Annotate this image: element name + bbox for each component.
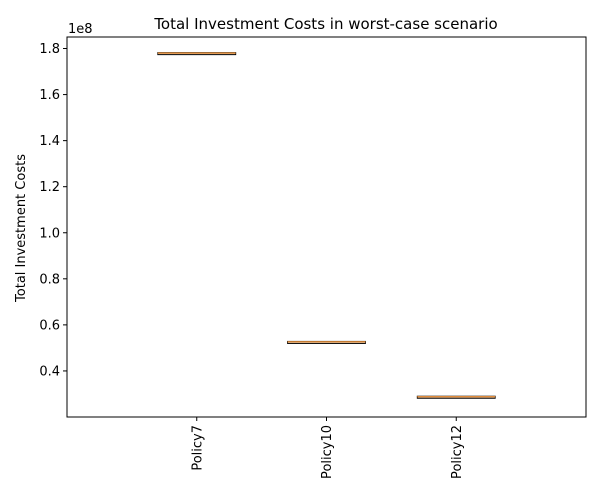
y-tick-label: 0.6 (39, 318, 60, 333)
y-tick-label: 1.2 (39, 180, 60, 195)
y-tick-label: 0.8 (39, 272, 60, 287)
y-axis-ticks: 0.4 0.6 0.8 1.0 1.2 1.4 1.6 1.8 (39, 42, 67, 379)
y-tick-label: 1.6 (39, 88, 60, 103)
x-tick-label: Policy10 (320, 425, 335, 479)
x-tick-label: Policy12 (450, 425, 465, 479)
box-series (157, 52, 496, 399)
y-tick-label: 0.4 (39, 364, 60, 379)
y-tick-label: 1.0 (39, 226, 60, 241)
chart-title: Total Investment Costs in worst-case sce… (153, 15, 497, 33)
y-axis-label: Total Investment Costs (14, 154, 29, 303)
y-axis-offset-label: 1e8 (68, 22, 93, 37)
y-tick-label: 1.8 (39, 42, 60, 57)
x-tick-label: Policy7 (190, 425, 205, 471)
plot-area-frame (66, 36, 587, 418)
y-tick-label: 1.4 (39, 134, 60, 149)
x-axis-ticks: Policy7 Policy10 Policy12 (190, 417, 465, 479)
